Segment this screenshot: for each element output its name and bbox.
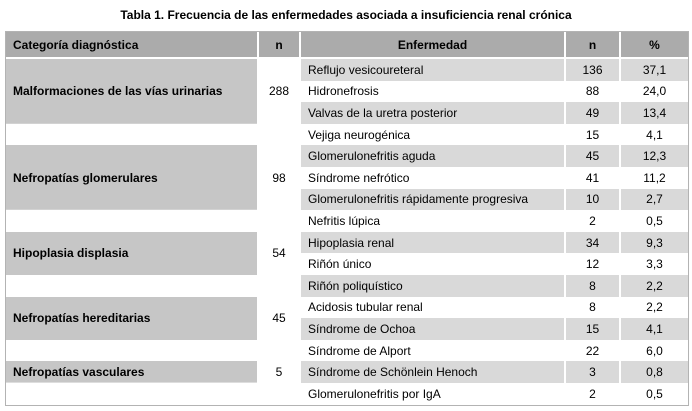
disease-percent-cell: 24,0: [642, 84, 667, 99]
header-categoria-diagnostica: Categoría diagnóstica: [6, 32, 259, 59]
disease-cell: Nefritis lúpica: [301, 210, 566, 232]
table-row: Riñón único 12 3,3: [6, 253, 688, 275]
disease-n-cell: 88: [566, 80, 621, 103]
disease-percent-cell: 6,0: [646, 343, 663, 358]
table-row: Nefropatías vasculares 5 Síndrome de Schön…: [6, 361, 688, 405]
category-n-cell: 54: [259, 231, 301, 297]
disease-percent-cell: 12,3: [621, 145, 688, 167]
table-row: Síndrome de Ochoa 15 4,1: [6, 318, 688, 340]
table-row: Glomerulonefritis rápidamente progresiva…: [6, 188, 688, 211]
disease-percent-cell: 37,1: [621, 59, 688, 81]
disease-cell: Reflujo vesicoureteral: [301, 59, 566, 81]
disease-n-cell: 136: [566, 59, 621, 81]
disease-percent-cell: 2,2: [646, 300, 663, 315]
disease-n-cell: 3: [566, 361, 621, 383]
table-row: Síndrome nefrótico 41 11,2: [6, 166, 688, 189]
table-row: Hipoplasia displasia 54 Hipoplasia renal 34…: [6, 231, 688, 297]
disease-cell: Síndrome de Ochoa: [301, 318, 566, 340]
header-n-categoria: n: [259, 32, 301, 59]
disease-percent-cell: 4,1: [646, 127, 663, 142]
disease-n-cell: 12: [566, 253, 621, 275]
disease-percent-cell: 11,2: [643, 170, 666, 185]
disease-percent-cell: 13,4: [621, 102, 688, 124]
category-cell: Nefropatías vasculares: [6, 361, 259, 405]
category-n-cell: 5: [259, 361, 301, 405]
disease-n-cell: 8: [566, 274, 621, 297]
disease-cell: Síndrome de Schönlein Henoch: [301, 361, 566, 383]
table-row: Nefropatías hereditarias 45 Acidosis tubul…: [6, 296, 688, 362]
disease-percent-cell: 2,2: [621, 274, 688, 297]
disease-percent-cell: 0,5: [646, 386, 663, 401]
disease-n-cell: 8: [566, 296, 621, 319]
disease-cell: Hipoplasia renal: [301, 231, 566, 254]
disease-n-cell: 34: [566, 231, 621, 254]
disease-percent-cell: 4,1: [621, 318, 688, 340]
disease-cell: Glomerulonefritis aguda: [301, 145, 566, 167]
category-cell: Nefropatías glomerulares: [6, 145, 259, 232]
disease-n-cell: 22: [566, 339, 621, 362]
header-enfermedad: Enfermedad: [301, 32, 566, 59]
disease-cell: Glomerulonefritis por IgA: [301, 382, 566, 405]
category-cell: Hipoplasia displasia: [6, 231, 259, 297]
disease-n-cell: 49: [566, 102, 621, 124]
category-n-cell: 98: [259, 145, 301, 232]
table-row: Síndrome de Alport 22 6,0: [6, 339, 688, 362]
table-row: Nefritis lúpica 2 0,5: [6, 210, 688, 232]
disease-cell: Riñón único: [301, 253, 566, 275]
table-row: Riñón poliquístico 8 2,2: [6, 274, 688, 297]
disease-n-cell: 15: [566, 123, 621, 146]
table-title: Tabla 1. Frecuencia de las enfermedades …: [120, 8, 572, 22]
disease-n-cell: 41: [566, 166, 621, 189]
disease-n-cell: 45: [566, 145, 621, 167]
disease-cell: Vejiga neurogénica: [301, 123, 566, 146]
category-n-cell: 288: [259, 59, 301, 146]
table-row: Malformaciones de las vías urinarias 288 R…: [6, 59, 688, 146]
frequency-table: Categoría diagnóstica n Enfermedad n % M…: [5, 31, 689, 406]
disease-percent-cell: 2,7: [621, 188, 688, 211]
disease-n-cell: 10: [566, 188, 621, 211]
disease-cell: Acidosis tubular renal: [301, 296, 566, 319]
disease-cell: Hidronefrosis: [301, 80, 566, 103]
header-porcentaje: %: [621, 32, 688, 59]
category-cell: Malformaciones de las vías urinarias: [6, 59, 259, 146]
disease-cell: Riñón poliquístico: [301, 274, 566, 297]
table-row: Nefropatías glomerulares 98 Glomerulonefri…: [6, 145, 688, 232]
disease-cell: Síndrome nefrótico: [301, 166, 566, 189]
disease-cell: Valvas de la uretra posterior: [301, 102, 566, 124]
disease-percent-cell: 3,3: [646, 257, 663, 272]
header-n-enfermedad: n: [566, 32, 621, 59]
disease-percent-cell: 9,3: [621, 231, 688, 254]
table-row: Vejiga neurogénica 15 4,1: [6, 123, 688, 146]
table-row: Valvas de la uretra posterior 49 13,4: [6, 102, 688, 124]
table-row: Hidronefrosis 88 24,0: [6, 80, 688, 103]
category-n-cell: 45: [259, 296, 301, 362]
disease-n-cell: 2: [566, 210, 621, 232]
disease-cell: Síndrome de Alport: [301, 339, 566, 362]
table-row: Glomerulonefritis por IgA 2 0,5: [6, 382, 688, 405]
disease-percent-cell: 0,5: [646, 213, 663, 228]
category-cell: Nefropatías hereditarias: [6, 296, 259, 362]
disease-n-cell: 2: [566, 382, 621, 405]
disease-cell: Glomerulonefritis rápidamente progresiva: [301, 188, 566, 211]
disease-percent-cell: 0,8: [621, 361, 688, 383]
header-row: Categoría diagnóstica n Enfermedad n %: [6, 32, 688, 59]
disease-n-cell: 15: [566, 318, 621, 340]
